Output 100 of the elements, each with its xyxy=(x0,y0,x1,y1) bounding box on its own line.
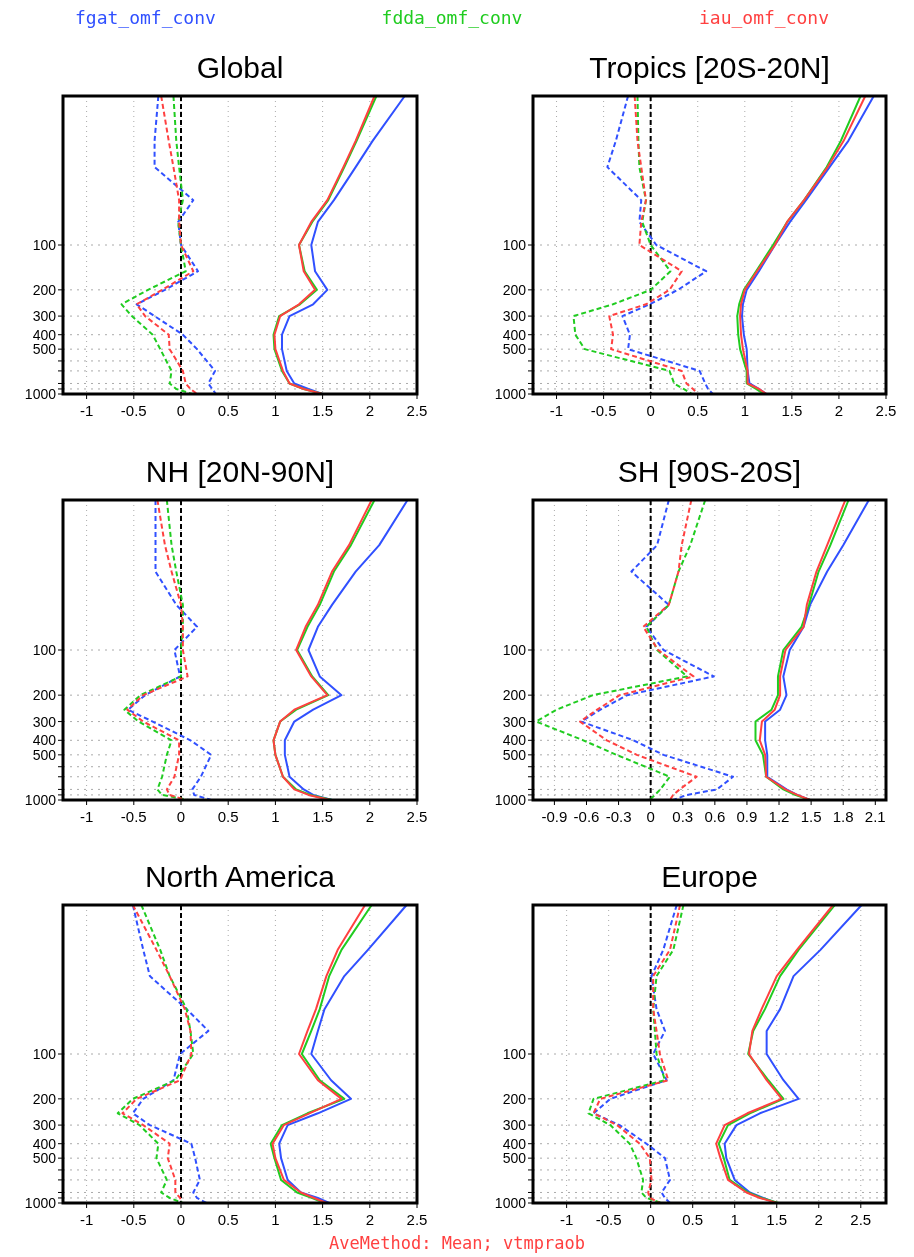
x-tick-label: 1.5 xyxy=(781,402,803,419)
x-tick-label: 0 xyxy=(646,402,655,419)
x-tick-label: 0 xyxy=(176,402,186,419)
y-tick-label: 500 xyxy=(502,746,527,763)
x-tick-label: -0.5 xyxy=(590,402,617,419)
x-tick-label: 2.1 xyxy=(864,808,886,825)
x-tick-label: 1 xyxy=(271,808,280,825)
x-tick-label: -1 xyxy=(549,402,564,419)
y-tick-label: 200 xyxy=(32,281,57,298)
x-tick-label: 1 xyxy=(740,402,749,419)
x-tick-label: -0.5 xyxy=(595,1211,622,1228)
line-series xyxy=(535,499,707,801)
x-tick-label: -0.9 xyxy=(541,808,568,825)
x-tick-label: 1 xyxy=(730,1211,739,1228)
x-tick-label: 2 xyxy=(365,808,374,825)
line-series xyxy=(278,904,408,1204)
x-tick-label: 1.5 xyxy=(312,402,334,419)
chart-title: North America xyxy=(144,860,336,893)
x-tick-label: 1.8 xyxy=(832,808,854,825)
text: fdda_omf_conv xyxy=(381,7,523,28)
x-tick-label: 2.5 xyxy=(406,402,428,419)
y-tick-label: 100 xyxy=(502,1046,527,1062)
y-tick-label: 500 xyxy=(32,341,57,358)
y-tick-label: 400 xyxy=(502,326,527,343)
line-series xyxy=(572,95,694,395)
line-series xyxy=(131,904,210,1204)
x-tick-label: 2 xyxy=(365,402,374,419)
y-tick-label: 100 xyxy=(32,237,57,253)
y-tick-label: 200 xyxy=(32,1090,57,1107)
y-tick-label: 400 xyxy=(32,1135,57,1152)
chart-title: SH [90S-20S] xyxy=(617,455,802,488)
text: iau_omf_conv xyxy=(698,7,829,28)
y-tick-label: 1000 xyxy=(24,386,57,402)
y-tick-label: 400 xyxy=(32,732,57,749)
x-tick-label: 0.6 xyxy=(704,808,726,825)
x-tick-label: -0.6 xyxy=(573,808,600,825)
line-series xyxy=(283,499,409,801)
y-tick-label: 1000 xyxy=(494,1195,527,1211)
x-tick-label: -1 xyxy=(559,1211,574,1228)
x-tick-label: 2 xyxy=(365,1211,374,1228)
x-tick-label: 0 xyxy=(646,1211,655,1228)
y-tick-label: 300 xyxy=(502,308,527,325)
y-tick-label: 200 xyxy=(32,687,57,704)
x-tick-label: 1.5 xyxy=(312,1211,334,1228)
y-tick-label: 300 xyxy=(32,1117,57,1134)
y-tick-label: 1000 xyxy=(494,792,527,808)
x-tick-label: 2.5 xyxy=(406,808,428,825)
x-tick-label: -0.5 xyxy=(120,1211,147,1228)
text: fgat_omf_conv xyxy=(75,7,216,28)
x-tick-label: -1 xyxy=(79,1211,94,1228)
y-tick-label: 100 xyxy=(502,642,527,658)
x-tick-label: 1.5 xyxy=(312,808,334,825)
y-tick-label: 400 xyxy=(502,732,527,749)
y-tick-label: 500 xyxy=(32,1150,57,1167)
line-series xyxy=(580,499,735,801)
x-tick-label: 1 xyxy=(271,1211,280,1228)
x-tick-label: 0.5 xyxy=(217,1211,239,1228)
x-tick-label: 0.3 xyxy=(672,808,694,825)
chart-title: Europe xyxy=(661,860,758,893)
y-tick-label: 100 xyxy=(32,642,57,658)
x-tick-label: -0.5 xyxy=(120,402,147,419)
x-tick-label: 0.9 xyxy=(736,808,758,825)
x-tick-label: -0.3 xyxy=(605,808,632,825)
x-tick-label: 0.5 xyxy=(217,402,239,419)
y-tick-label: 300 xyxy=(502,1117,527,1134)
x-tick-label: -0.5 xyxy=(120,808,147,825)
y-tick-label: 400 xyxy=(32,326,57,343)
x-tick-label: 0 xyxy=(646,808,655,825)
x-tick-label: 2 xyxy=(834,402,844,419)
chart-title: Tropics [20S-20N] xyxy=(589,51,830,84)
x-tick-label: -1 xyxy=(79,402,94,419)
y-tick-label: 1000 xyxy=(24,1195,57,1211)
y-tick-label: 500 xyxy=(502,341,527,358)
y-tick-label: 200 xyxy=(502,687,527,704)
y-tick-label: 100 xyxy=(32,1046,57,1062)
line-series xyxy=(579,499,698,801)
x-tick-label: 0.5 xyxy=(687,402,709,419)
x-tick-label: 2.5 xyxy=(850,1211,872,1228)
chart-title: Global xyxy=(196,51,284,84)
chart-title: NH [20N-90N] xyxy=(145,455,335,488)
line-series xyxy=(606,95,714,395)
y-tick-label: 300 xyxy=(502,713,527,730)
line-series xyxy=(120,95,194,395)
x-tick-label: 2.5 xyxy=(875,402,897,419)
y-tick-label: 400 xyxy=(502,1135,527,1152)
line-series xyxy=(135,95,199,395)
line-series xyxy=(127,499,213,801)
line-series xyxy=(608,95,699,395)
text: AveMethod: Mean; vtmpraob xyxy=(329,1233,585,1253)
y-tick-label: 1000 xyxy=(24,792,57,808)
y-tick-label: 300 xyxy=(32,308,57,325)
y-tick-label: 300 xyxy=(32,713,57,730)
y-tick-label: 200 xyxy=(502,1090,527,1107)
y-tick-label: 1000 xyxy=(494,386,527,402)
x-tick-label: 0.5 xyxy=(682,1211,704,1228)
y-tick-label: 100 xyxy=(502,237,527,253)
x-tick-label: 1.5 xyxy=(766,1211,788,1228)
x-tick-label: 1.2 xyxy=(768,808,790,825)
x-tick-label: 2.5 xyxy=(406,1211,428,1228)
x-tick-label: -1 xyxy=(79,808,94,825)
